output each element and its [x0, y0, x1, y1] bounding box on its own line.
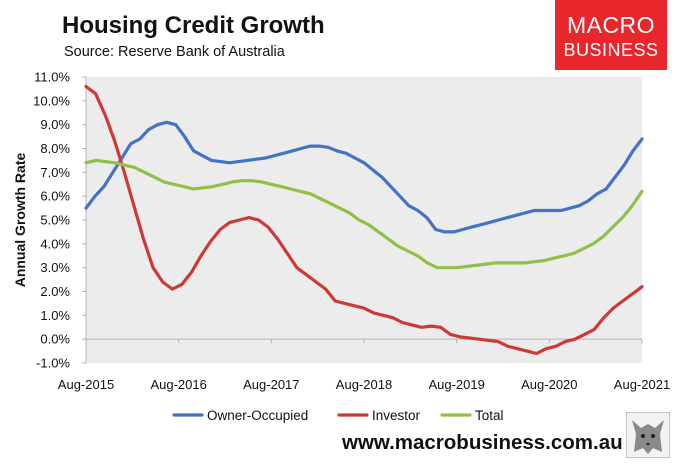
y-tick-label: 3.0%	[40, 260, 70, 275]
x-tick-label: Aug-2021	[614, 377, 670, 392]
y-tick-label: 5.0%	[40, 213, 70, 228]
wolf-icon	[626, 412, 670, 458]
y-tick-label: 0.0%	[40, 332, 70, 347]
logo-line-1: MACRO	[566, 12, 656, 38]
brand-logo: MACRO BUSINESS	[555, 0, 667, 70]
y-tick-label: 8.0%	[40, 141, 70, 156]
series-line-owner-occupied	[84, 120, 644, 234]
website-url: www.macrobusiness.com.au	[342, 431, 623, 454]
x-tick-label: Aug-2019	[428, 377, 484, 392]
y-axis: -1.0% 0.0% 1.0% 2.0% 3.0% 4.0% 5.0% 6.0% 7.0% 8.0…	[33, 70, 87, 371]
x-tick-label: Aug-2018	[336, 377, 392, 392]
x-tick-label: Aug-2016	[150, 377, 206, 392]
y-tick-label: 1.0%	[40, 308, 70, 323]
x-axis: Aug-2015 Aug-2016 Aug-2017 Aug-2018 Aug-2019…	[58, 338, 670, 392]
chart-source: Source: Reserve Bank of Australia	[64, 44, 285, 60]
y-tick-label: 9.0%	[40, 117, 70, 132]
x-tick-label: Aug-2017	[243, 377, 299, 392]
logo-line-2: BUSINESS	[563, 40, 659, 60]
legend-label: Total	[475, 408, 504, 423]
y-axis-label: Annual Growth Rate	[12, 153, 28, 288]
y-tick-label: 6.0%	[40, 189, 70, 204]
series-line-total	[84, 158, 644, 270]
y-tick-label: 10.0%	[33, 93, 70, 108]
y-tick-label: 11.0%	[34, 70, 70, 85]
legend: Owner-Occupied Investor Total	[172, 408, 504, 423]
legend-label: Investor	[372, 408, 421, 423]
x-tick-label: Aug-2015	[58, 377, 114, 392]
series-group	[84, 84, 644, 356]
y-tick-label: -1.0%	[36, 356, 70, 371]
x-tick-label: Aug-2020	[521, 377, 577, 392]
legend-label: Owner-Occupied	[207, 408, 308, 423]
y-tick-label: 4.0%	[40, 236, 70, 251]
chart-title: Housing Credit Growth	[62, 12, 325, 39]
plot-area	[86, 77, 642, 363]
y-tick-label: 2.0%	[40, 284, 70, 299]
y-tick-label: 7.0%	[40, 165, 70, 180]
series-line-investor	[84, 84, 644, 356]
